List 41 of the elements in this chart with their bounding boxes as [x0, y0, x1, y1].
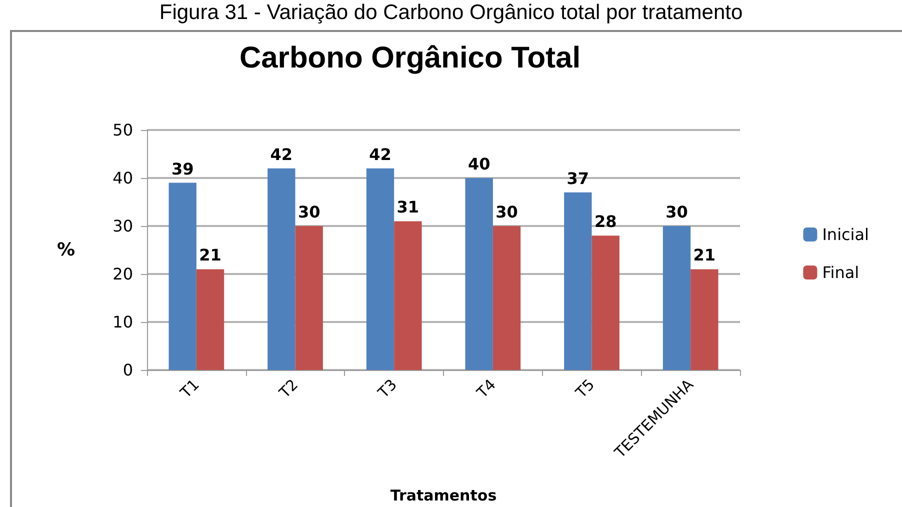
- data-label: 30: [666, 202, 688, 222]
- bar: [295, 226, 323, 370]
- legend-label: Inicial: [822, 225, 869, 244]
- data-label: 37: [566, 168, 590, 188]
- x-axis-title: Tratamentos: [390, 486, 497, 504]
- bar: [268, 168, 296, 370]
- y-tick-label: 10: [112, 312, 133, 332]
- bar: [394, 221, 422, 370]
- bar: [690, 269, 718, 370]
- data-label: 30: [496, 202, 518, 222]
- bar: [492, 226, 521, 370]
- data-label: 39: [171, 159, 194, 178]
- y-tick-label: 0: [122, 360, 133, 380]
- data-label: 31: [396, 198, 420, 217]
- x-tick-label: T4: [472, 376, 500, 402]
- data-label: 21: [199, 246, 222, 265]
- data-label: 21: [693, 246, 716, 265]
- data-label: 42: [270, 144, 293, 164]
- bar: [168, 182, 196, 370]
- y-tick-label: 20: [112, 264, 133, 284]
- y-tick-label: 50: [112, 120, 133, 140]
- chart-title: Carbono Orgânico Total: [239, 42, 581, 74]
- y-axis-title: %: [56, 240, 75, 260]
- x-tick-label: T2: [274, 376, 302, 402]
- bar: [662, 226, 691, 370]
- bar: [366, 168, 394, 370]
- bar: [196, 269, 224, 370]
- text: Figura 31 - Variação do Carbono Orgânico total por tratamento: [159, 1, 743, 24]
- data-label: 42: [369, 144, 392, 164]
- x-tick-label: T5: [571, 376, 598, 402]
- bar: [465, 178, 493, 370]
- data-label: 30: [298, 202, 320, 222]
- y-tick-label: 30: [112, 216, 133, 236]
- bar: [592, 236, 620, 370]
- x-tick-label: T3: [374, 376, 400, 402]
- x-tick-label: T1: [176, 376, 203, 402]
- legend-label: Final: [822, 263, 860, 282]
- bar: [564, 192, 592, 370]
- data-label: 40: [468, 154, 490, 174]
- data-label: 28: [594, 212, 617, 232]
- y-tick-label: 40: [112, 168, 133, 188]
